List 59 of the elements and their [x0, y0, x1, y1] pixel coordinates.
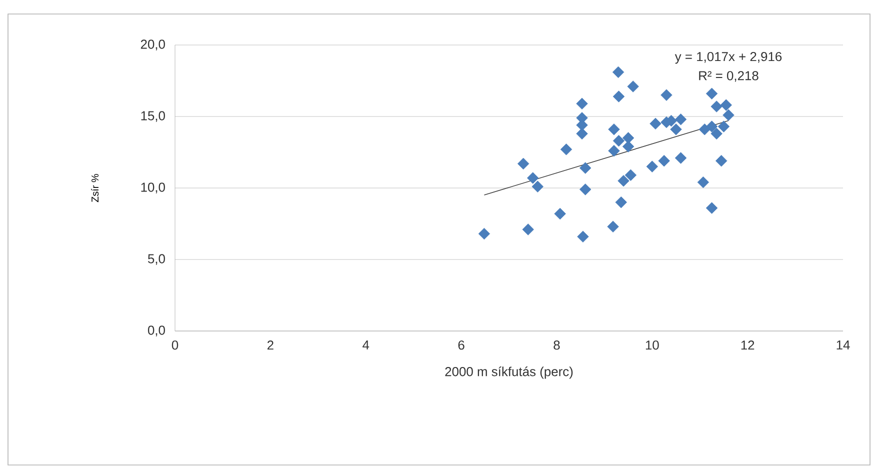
- point: [706, 88, 718, 100]
- point: [715, 154, 728, 167]
- x-tick-label: 4: [362, 340, 370, 350]
- x-tick-label: 0: [172, 340, 178, 350]
- point: [554, 208, 566, 220]
- point: [615, 196, 627, 208]
- point: [608, 144, 620, 157]
- point: [710, 128, 722, 140]
- point: [622, 132, 634, 144]
- point: [612, 90, 625, 102]
- point: [650, 118, 662, 130]
- point: [710, 100, 722, 112]
- point: [660, 89, 672, 101]
- y-tick-label: 20,0: [140, 40, 165, 50]
- point: [698, 124, 710, 136]
- point: [670, 124, 682, 136]
- point: [517, 158, 530, 170]
- point: [532, 180, 544, 192]
- point: [674, 152, 687, 164]
- point: [607, 220, 619, 232]
- point: [706, 202, 718, 214]
- x-tick-label: 8: [554, 340, 560, 350]
- annotation: R² = 0,218: [699, 71, 758, 82]
- point: [658, 154, 670, 167]
- y-tick-label: 10,0: [141, 182, 165, 194]
- point: [674, 114, 687, 126]
- point: [579, 162, 592, 174]
- point: [478, 228, 490, 240]
- point: [624, 169, 637, 181]
- x-tick-label: 12: [741, 340, 754, 350]
- point: [697, 176, 710, 188]
- x-axis-title: 2000 m síkfutás (perc): [445, 366, 573, 379]
- point: [722, 109, 734, 121]
- point: [627, 80, 639, 92]
- point: [618, 174, 630, 187]
- point: [612, 134, 625, 147]
- point: [579, 184, 592, 196]
- point: [720, 99, 732, 111]
- point: [608, 124, 620, 136]
- point: [622, 140, 634, 152]
- y-axis-title: Zsír %: [91, 174, 99, 202]
- point: [560, 144, 572, 156]
- point: [527, 172, 539, 184]
- point: [706, 120, 718, 132]
- annotation: y = 1,017x + 2,916: [674, 52, 782, 64]
- point: [612, 66, 624, 78]
- y-tick-label: 5,0: [148, 254, 165, 265]
- y-tick-label: 15,0: [141, 111, 165, 122]
- point: [577, 230, 589, 242]
- x-tick-label: 14: [836, 340, 850, 350]
- x-tick-label: 6: [458, 340, 464, 350]
- point: [576, 128, 588, 140]
- point: [718, 120, 730, 132]
- point: [522, 224, 534, 236]
- x-tick-label: 10: [646, 340, 659, 350]
- point: [576, 98, 588, 110]
- x-tick-label: 2: [267, 340, 274, 350]
- point: [646, 160, 658, 172]
- y-tick-label: 0,0: [148, 326, 165, 336]
